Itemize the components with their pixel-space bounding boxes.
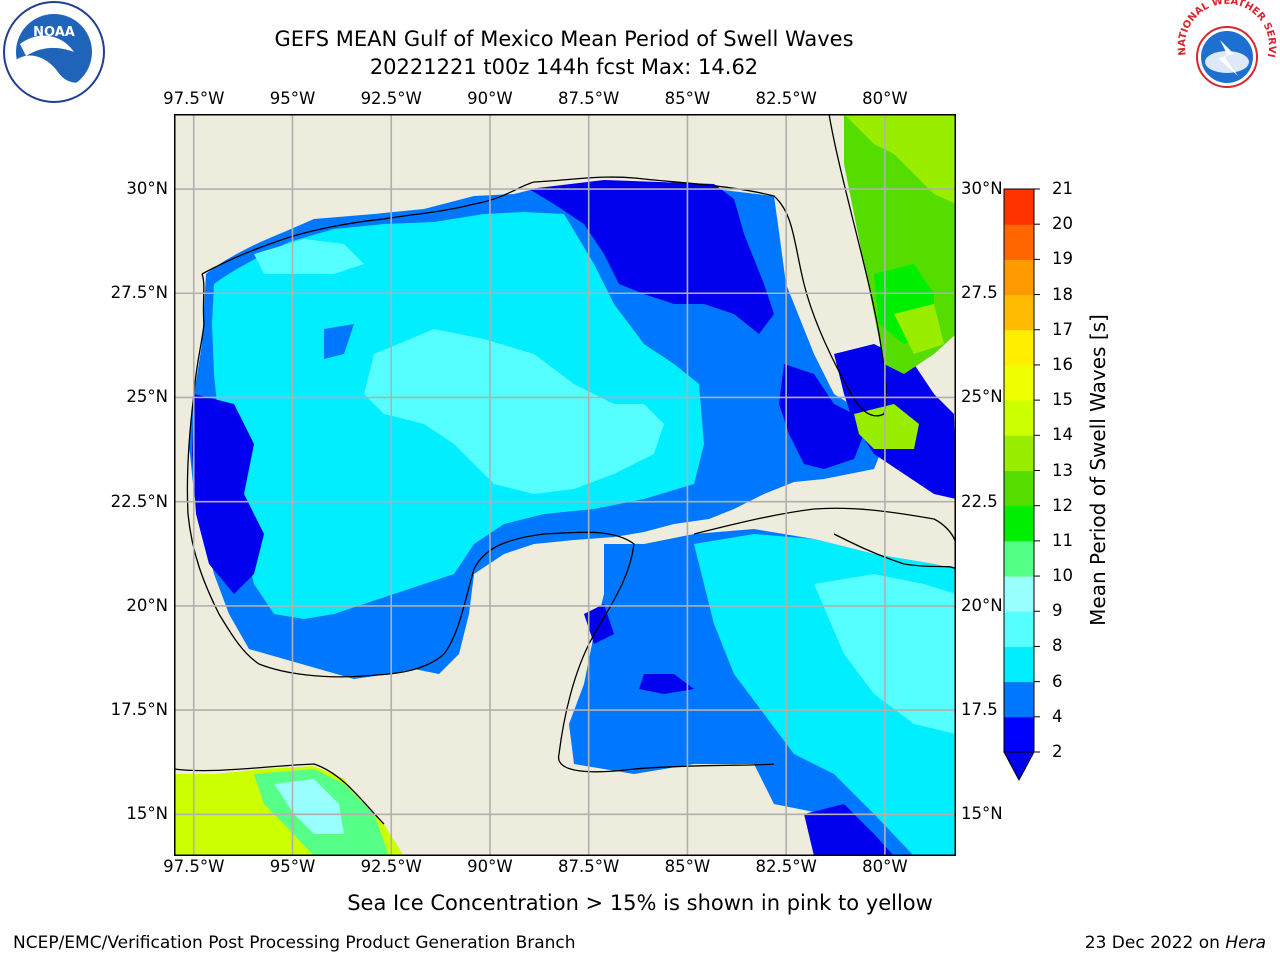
lat-label: 30°N <box>126 179 168 199</box>
lat-label: 22.5 <box>961 491 998 511</box>
lat-label: 22.5°N <box>110 491 168 511</box>
lat-label: 20°N <box>961 595 1003 615</box>
colorbar-tick-label: 18 <box>1052 284 1073 304</box>
lon-label: 95°W <box>269 857 316 876</box>
colorbar-tick-label: 9 <box>1052 601 1063 621</box>
sea-ice-note: Sea Ice Concentration > 15% is shown in … <box>347 891 933 915</box>
lon-label: 80°W <box>862 89 908 108</box>
nws-logo: NATIONAL WEATHER SERVICE <box>1172 0 1277 105</box>
colorbar-tick-label: 19 <box>1052 249 1073 269</box>
noaa-logo: NOAA <box>3 1 105 103</box>
lon-label: 92.5°W <box>360 89 422 108</box>
colorbar-tick-label: 21 <box>1052 179 1073 198</box>
coastline <box>174 114 956 825</box>
colorbar-tick-label: 4 <box>1052 706 1063 726</box>
chart-subtitle: 20221221 t00z 144h fcst Max: 14.62 <box>369 55 759 79</box>
colorbar-segment <box>1004 259 1034 296</box>
lon-label: 85°W <box>664 857 711 876</box>
colorbar-tick-label: 12 <box>1052 495 1073 515</box>
colorbar-tick-label: 16 <box>1052 354 1073 374</box>
colorbar-tick-label: 2 <box>1052 742 1063 761</box>
colorbar-segment <box>1004 364 1034 401</box>
lat-label: 25°N <box>961 387 1003 407</box>
atlantic-field <box>844 114 956 374</box>
colorbar-segment <box>1004 681 1034 718</box>
colorbar-extend-arrow <box>1003 751 1035 782</box>
colorbar-tick-label: 17 <box>1052 319 1073 339</box>
lat-label: 27.5 <box>961 283 998 303</box>
lon-label: 87.5°W <box>558 89 620 108</box>
colorbar-segment <box>1004 294 1034 331</box>
swell-period-field <box>189 180 884 679</box>
chart-title: GEFS MEAN Gulf of Mexico Mean Period of … <box>274 27 854 51</box>
colorbar-tick-label: 8 <box>1052 636 1063 656</box>
lon-label: 85°W <box>664 89 711 108</box>
colorbar-tick-label: 10 <box>1052 566 1073 586</box>
colorbar-segment <box>1004 716 1034 753</box>
lat-label: 30°N <box>961 179 1003 199</box>
footer-credit: NCEP/EMC/Verification Post Processing Pr… <box>13 933 576 953</box>
colorbar-tick-label: 14 <box>1052 425 1073 445</box>
footer-host: Hera <box>1225 933 1266 953</box>
lat-label: 15°N <box>126 804 168 824</box>
lat-label: 17.5°N <box>110 700 168 720</box>
lat-label: 15°N <box>961 804 1003 824</box>
colorbar-label: Mean Period of Swell Waves [s] <box>1086 314 1110 626</box>
colorbar-segment <box>1004 576 1034 612</box>
lon-label: 90°W <box>467 89 513 108</box>
lat-label: 17.5 <box>961 700 998 720</box>
colorbar-tick-label: 20 <box>1052 214 1073 234</box>
lat-label: 27.5°N <box>110 283 168 303</box>
colorbar-segment <box>1004 611 1034 647</box>
pacific-field <box>174 766 404 856</box>
lon-label: 80°W <box>862 857 908 876</box>
lon-label: 87.5°W <box>558 857 620 876</box>
lon-label: 82.5°W <box>755 857 817 876</box>
map-panel <box>174 114 956 856</box>
colorbar-segment <box>1004 435 1034 471</box>
gridlines <box>174 114 956 856</box>
colorbar-segment <box>1004 646 1034 683</box>
lat-label: 25°N <box>126 387 168 407</box>
colorbar-segment <box>1004 470 1034 507</box>
footer-date-text: 23 Dec 2022 on <box>1084 933 1226 953</box>
lon-label: 97.5°W <box>163 857 225 876</box>
colorbar <box>1003 188 1040 782</box>
noaa-logo-text: NOAA <box>33 25 75 40</box>
colorbar-segment <box>1004 329 1034 366</box>
map-frame <box>174 114 956 856</box>
lon-label: 92.5°W <box>360 857 422 876</box>
lon-label: 82.5°W <box>755 89 817 108</box>
colorbar-segment <box>1004 224 1034 260</box>
lon-label: 95°W <box>269 89 316 108</box>
lat-label: 20°N <box>126 595 168 615</box>
colorbar-segment <box>1004 400 1034 436</box>
colorbar-segment <box>1004 540 1034 577</box>
colorbar-segment <box>1004 189 1034 225</box>
colorbar-tick-label: 11 <box>1052 530 1073 550</box>
lon-label: 97.5°W <box>163 89 225 108</box>
colorbar-tick-label: 13 <box>1052 460 1073 480</box>
lon-label: 90°W <box>467 857 513 876</box>
colorbar-tick-label: 6 <box>1052 671 1063 691</box>
colorbar-tick-label: 15 <box>1052 390 1073 410</box>
footer-date: 23 Dec 2022 on Hera <box>1085 933 1266 953</box>
colorbar-segment <box>1004 505 1034 542</box>
